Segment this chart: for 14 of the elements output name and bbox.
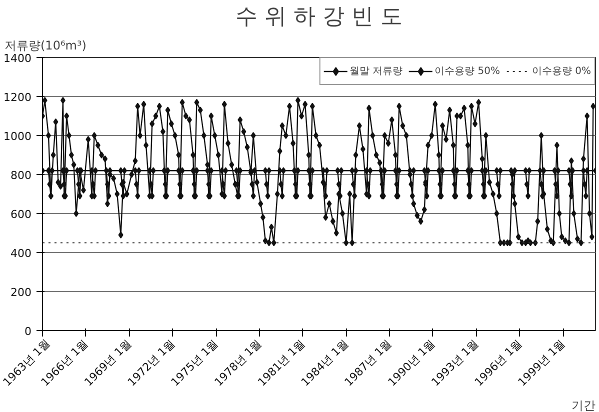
legend-label: 월말 저류량 xyxy=(349,65,403,78)
y-tick-label: 1400 xyxy=(4,52,32,65)
y-tick-label: 1200 xyxy=(4,91,32,104)
y-tick-label: 1000 xyxy=(4,130,32,143)
legend-label: 이수용량 0% xyxy=(532,65,591,78)
y-tick-label: 600 xyxy=(10,208,32,221)
chart-title: 수 위 하 강 빈 도 xyxy=(236,4,402,30)
y-tick-label: 800 xyxy=(10,169,32,182)
legend-label: 이수용량 50% xyxy=(434,65,500,78)
y-tick-label: 0 xyxy=(24,325,32,338)
x-axis-title: 기간 xyxy=(572,398,596,412)
y-axis-title: 저류량(10⁶m³) xyxy=(4,38,86,52)
y-tick-label: 400 xyxy=(10,247,32,260)
y-tick-label: 200 xyxy=(10,286,32,299)
